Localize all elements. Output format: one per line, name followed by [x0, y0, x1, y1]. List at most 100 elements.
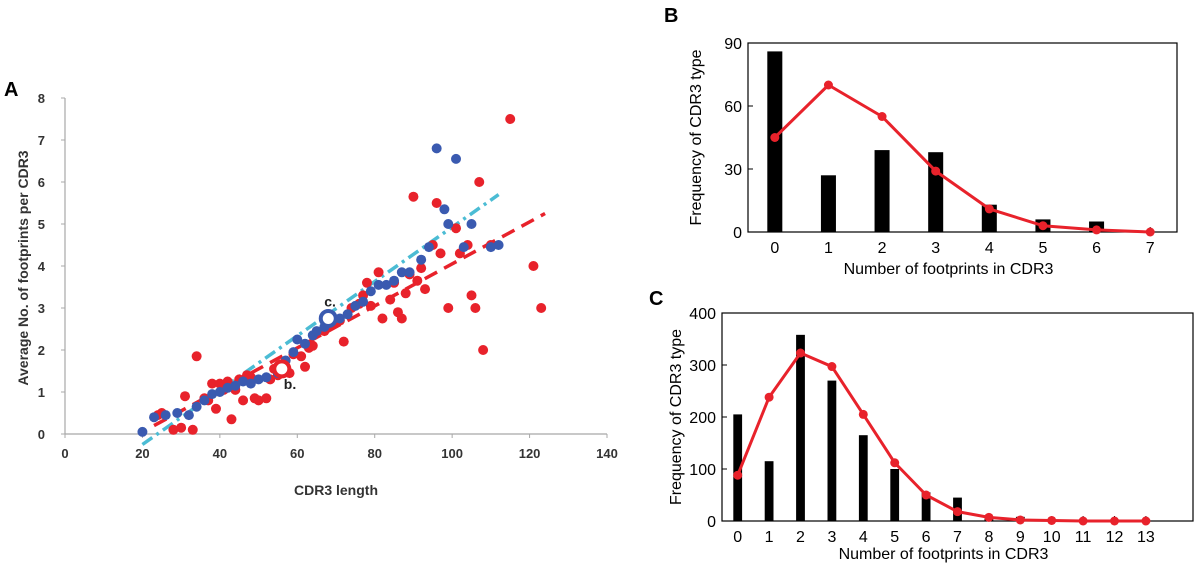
bar-c — [796, 334, 805, 521]
blue-data-point — [311, 326, 322, 337]
x-tick-label-c: 11 — [1075, 529, 1092, 546]
y-axis-label-c: Frequency of CDR3 type — [668, 329, 685, 505]
bar-c — [890, 469, 900, 521]
expected-point-c — [827, 362, 837, 372]
plot-frame-c — [721, 312, 1194, 522]
blue-data-point — [389, 275, 400, 286]
expected-point-c — [921, 490, 931, 500]
x-tick-label-a: 100 — [441, 446, 463, 461]
red-data-point — [365, 300, 376, 311]
chart-a: A 0 20 40 60 80 100 120 140 0 1 2 3 4 5 6 7 8 CDR3 length A… — [4, 79, 618, 498]
blue-data-point — [350, 300, 361, 311]
x-tick-label-b: 4 — [985, 240, 994, 257]
red-data-point — [536, 303, 547, 313]
x-tick-label-b: 1 — [824, 240, 833, 257]
chart-b: B 0 1 2 3 4 5 6 7 0 30 60 90 Number of footprints in … — [664, 5, 1178, 278]
expected-point-b — [1145, 227, 1155, 237]
red-data-point — [385, 294, 396, 305]
expected-point-c — [796, 348, 805, 358]
blue-data-point — [431, 143, 442, 154]
expected-point-b — [1038, 221, 1048, 231]
x-axis-label-c: Number of footprints in CDR3 — [839, 546, 1049, 563]
blue-data-point — [222, 382, 233, 393]
x-tick-label-c: 6 — [922, 529, 931, 546]
blue-data-point — [439, 204, 450, 215]
expected-point-b — [877, 112, 887, 121]
red-data-point — [466, 290, 477, 301]
blue-data-point — [183, 410, 194, 421]
red-data-point — [470, 303, 481, 313]
red-data-point — [191, 351, 202, 362]
red-data-point — [474, 177, 485, 187]
y-tick-label-c: 200 — [689, 410, 716, 427]
red-data-point — [261, 393, 272, 404]
annotation-label: b. — [284, 376, 296, 392]
blue-data-point — [137, 426, 148, 437]
red-data-point — [226, 414, 237, 425]
blue-data-point — [160, 410, 171, 421]
x-tick-label-a: 120 — [519, 446, 541, 461]
x-tick-label-a: 80 — [367, 446, 381, 461]
blue-data-point — [365, 286, 376, 297]
y-tick-label-a: 2 — [38, 343, 45, 358]
y-tick-label-a: 6 — [38, 175, 45, 190]
blue-data-point — [493, 240, 504, 250]
expected-point-c — [953, 507, 962, 517]
blue-data-point — [245, 378, 256, 389]
x-tick-label-a: 40 — [213, 446, 227, 461]
y-tick-label-a: 4 — [38, 259, 46, 274]
blue-data-point — [149, 412, 160, 423]
y-tick-label-a: 8 — [38, 91, 45, 106]
x-tick-label-c: 7 — [953, 529, 962, 546]
red-data-point — [377, 313, 388, 324]
blue-data-point — [404, 267, 415, 278]
red-data-point — [180, 391, 191, 402]
red-data-point — [443, 303, 454, 313]
expected-point-b — [823, 80, 833, 90]
x-tick-label-b: 0 — [770, 240, 779, 257]
blue-data-point — [466, 219, 477, 229]
x-tick-label-c: 8 — [984, 529, 993, 546]
red-data-point — [338, 336, 349, 347]
red-data-point — [168, 424, 179, 435]
red-data-point — [435, 248, 446, 259]
red-data-point — [307, 340, 318, 351]
red-data-point — [408, 191, 419, 202]
expected-point-c — [984, 512, 994, 522]
x-tick-label-b: 5 — [1038, 240, 1047, 257]
y-tick-label-c: 0 — [707, 514, 716, 531]
blue-data-point — [373, 279, 384, 290]
red-data-point — [451, 223, 462, 234]
expected-point-b — [770, 133, 780, 142]
blue-data-point — [288, 347, 299, 358]
red-data-point — [300, 361, 311, 372]
bar-c — [733, 414, 743, 521]
y-tick-label-a: 1 — [38, 385, 45, 400]
blue-data-point — [261, 372, 272, 383]
annotation-label: c. — [324, 294, 336, 310]
x-tick-label-b: 2 — [878, 240, 887, 257]
x-tick-label-a: 0 — [61, 446, 68, 461]
blue-data-point — [253, 374, 264, 385]
red-data-point — [373, 267, 384, 278]
y-tick-label-c: 300 — [689, 358, 716, 375]
red-data-point — [420, 284, 431, 295]
y-tick-label-a: 7 — [38, 133, 45, 148]
bar-c — [764, 461, 774, 521]
expected-point-c — [1141, 516, 1151, 526]
expected-point-c — [764, 392, 774, 402]
x-tick-label-c: 12 — [1106, 529, 1124, 546]
panel-label-c: C — [649, 288, 663, 310]
y-tick-label-c: 100 — [689, 462, 716, 479]
x-tick-label-c: 1 — [765, 529, 774, 546]
x-tick-label-a: 140 — [596, 446, 618, 461]
expected-point-c — [890, 458, 900, 468]
red-data-point — [361, 277, 372, 288]
red-data-point — [238, 395, 249, 406]
annotation-marker — [318, 309, 338, 328]
annotation-marker — [272, 359, 292, 379]
x-tick-label-c: 0 — [733, 529, 742, 546]
y-tick-label-b: 60 — [724, 99, 742, 116]
